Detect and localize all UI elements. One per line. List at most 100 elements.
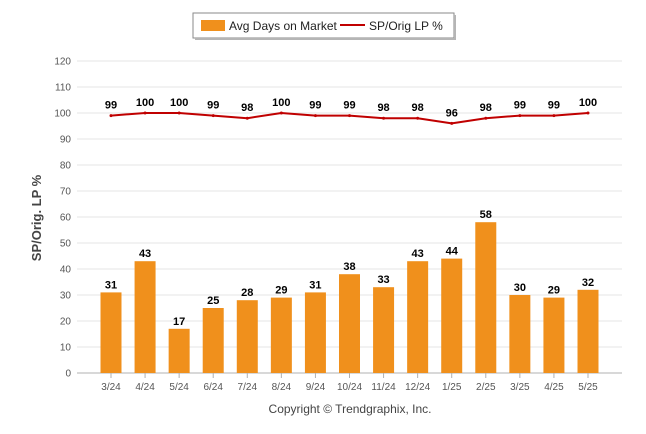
- legend-shadow-bottom: [195, 38, 456, 40]
- line-value-label: 98: [480, 102, 492, 114]
- line-value-label: 99: [309, 100, 321, 112]
- bar-value-label: 17: [173, 316, 185, 328]
- line-value-label: 99: [207, 100, 219, 112]
- line-point: [416, 116, 420, 120]
- line-value-label: 99: [343, 100, 355, 112]
- bar: [339, 274, 360, 373]
- y-tick-label: 0: [65, 369, 71, 380]
- line-value-label: 98: [241, 102, 253, 114]
- bar: [270, 297, 292, 373]
- line-value-label: 99: [514, 100, 526, 112]
- x-tick-label: 8/24: [272, 382, 292, 393]
- y-tick-label: 70: [60, 187, 72, 198]
- gridlines: [77, 60, 622, 348]
- bar-series: [100, 222, 599, 373]
- bar-value-label: 43: [139, 248, 151, 260]
- line-value-label: 98: [377, 102, 389, 114]
- x-tick-label: 7/24: [238, 382, 258, 393]
- y-tick-label: 60: [60, 213, 72, 224]
- bar-value-label: 38: [343, 261, 355, 273]
- bar: [236, 300, 258, 373]
- y-tick-label: 40: [60, 265, 72, 276]
- bar-value-label: 44: [446, 246, 459, 258]
- line-point: [484, 116, 488, 120]
- legend-label-line: SP/Orig LP %: [369, 19, 443, 33]
- bar: [407, 261, 429, 373]
- bar-value-label: 31: [105, 279, 117, 291]
- axes: 0 10 20 30 40 50 60 70 80 90 100 110 120 3/24 4/24 5/24…: [54, 57, 622, 393]
- line-value-label: 96: [446, 107, 458, 119]
- bar-value-label: 31: [309, 279, 321, 291]
- line-point: [211, 114, 215, 118]
- bar-value-label: 33: [377, 274, 389, 286]
- bar: [134, 261, 156, 373]
- legend-swatch-bar: [201, 20, 225, 31]
- line-point: [313, 114, 317, 118]
- x-tick-label: 4/24: [135, 382, 155, 393]
- x-tick-label: 4/25: [544, 382, 564, 393]
- x-tick-label: 9/24: [306, 382, 326, 393]
- bar-value-label: 25: [207, 295, 219, 307]
- y-tick-label: 80: [60, 161, 72, 172]
- x-tick-label: 11/24: [371, 382, 396, 393]
- line-point: [450, 121, 454, 125]
- bar: [441, 258, 463, 373]
- legend: Avg Days on Market SP/Orig LP %: [192, 12, 456, 40]
- bar-value-label: 58: [480, 209, 492, 221]
- bar-value-label: 29: [275, 285, 287, 297]
- bar: [100, 292, 122, 373]
- line-point: [348, 114, 351, 118]
- bar: [304, 292, 326, 373]
- legend-label-bar: Avg Days on Market: [229, 19, 337, 33]
- y-axis-title: SP/Orig. LP %: [29, 174, 44, 261]
- bar-value-label: 32: [582, 277, 594, 289]
- bar-value-label: 30: [514, 282, 526, 294]
- line-point: [177, 111, 181, 115]
- bar-value-label: 29: [548, 285, 560, 297]
- x-tick-label: 6/24: [203, 382, 223, 393]
- bar: [475, 222, 497, 373]
- data-labels: 31 43 17 25 28 29 31 38 33 43 44 58 30 29 32 99 100 100 99…: [105, 97, 597, 328]
- line-value-label: 99: [548, 100, 560, 112]
- y-tick-label: 90: [60, 135, 72, 146]
- line-point: [143, 111, 147, 115]
- line-point: [245, 116, 249, 120]
- line-point: [279, 111, 283, 115]
- bar: [543, 297, 565, 373]
- bar: [577, 289, 599, 373]
- line-point: [552, 114, 556, 118]
- line-series: [109, 111, 590, 125]
- x-tick-label: 3/24: [101, 382, 121, 393]
- x-tick-label: 10/24: [337, 382, 362, 393]
- bar: [373, 287, 395, 373]
- x-tick-label: 3/25: [510, 382, 530, 393]
- bar-value-label: 43: [412, 248, 424, 260]
- y-tick-label: 50: [60, 239, 72, 250]
- line-value-label: 100: [272, 97, 290, 109]
- x-tick-label: 5/25: [578, 382, 598, 393]
- x-tick-label: 5/24: [169, 382, 189, 393]
- legend-shadow-right: [454, 15, 456, 40]
- line-point: [109, 114, 113, 118]
- bar: [168, 328, 190, 373]
- x-tick-label: 12/24: [405, 382, 430, 393]
- line-value-label: 100: [136, 97, 154, 109]
- line-value-label: 98: [412, 102, 424, 114]
- x-tick-label: 1/25: [442, 382, 462, 393]
- copyright-text: Copyright © Trendgraphix, Inc.: [269, 402, 432, 416]
- bar: [202, 308, 224, 373]
- bar: [509, 295, 531, 373]
- line-value-label: 100: [170, 97, 188, 109]
- bar-value-label: 28: [241, 287, 253, 299]
- y-tick-label: 110: [55, 83, 71, 94]
- line-point: [586, 111, 590, 115]
- y-tick-label: 10: [60, 343, 72, 354]
- line-point: [518, 114, 522, 118]
- y-tick-label: 30: [60, 291, 72, 302]
- y-tick-label: 120: [54, 57, 71, 68]
- y-tick-label: 20: [60, 317, 72, 328]
- line-value-label: 100: [579, 97, 597, 109]
- y-tick-label: 100: [54, 109, 71, 120]
- x-tick-label: 2/25: [476, 382, 496, 393]
